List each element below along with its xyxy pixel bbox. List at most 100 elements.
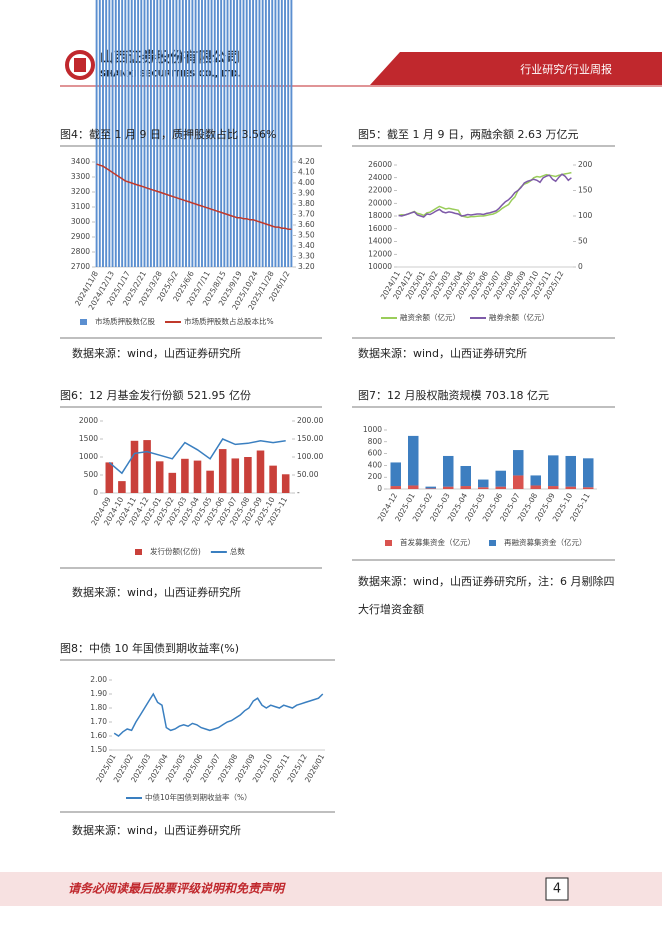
tick-label: 10000: [368, 262, 392, 271]
tick-label: 2000: [79, 416, 98, 425]
tick-label: 1.60: [90, 731, 107, 740]
bar: [140, 0, 143, 267]
bar: [98, 0, 101, 267]
logo: [65, 50, 95, 80]
legend-swatch: [385, 540, 392, 546]
tick-label: 800: [368, 437, 383, 446]
tick-label: 2.00: [90, 675, 107, 684]
tick-label: 3.20: [298, 262, 315, 271]
page-box: [545, 877, 569, 901]
bar: [178, 0, 181, 267]
bar: [244, 457, 252, 493]
bar: [95, 0, 98, 267]
bar: [181, 458, 189, 493]
tick-label: 2800: [71, 247, 90, 256]
caption: 图4：截至 1 月 9 日，质押股数占比 3.56%: [60, 128, 277, 141]
bar: [495, 486, 506, 489]
bar: [121, 0, 124, 268]
tick-label: 1.90: [90, 689, 107, 698]
bar: [175, 0, 178, 267]
legend-label: 市场质押股数亿股: [95, 316, 155, 326]
tick-label: 2900: [71, 232, 90, 241]
source: 数据来源：wind，山西证券研究所: [72, 347, 242, 360]
bar: [226, 0, 229, 267]
tick-label: 50: [578, 237, 588, 246]
bar: [111, 0, 114, 267]
tick-label: 20000: [368, 198, 392, 207]
tick-label: 24000: [368, 173, 392, 182]
caption: 图7：12 月股权融资规模 703.18 亿元: [358, 389, 549, 402]
bar: [210, 0, 213, 267]
tick-label: 3300: [71, 172, 90, 181]
line: [96, 163, 292, 230]
bar: [255, 0, 258, 267]
tick-label: 22000: [368, 186, 392, 195]
tick-label: 200: [578, 160, 593, 169]
bar: [133, 0, 136, 267]
source: 数据来源：wind，山西证券研究所: [72, 586, 242, 599]
tick-label: 4.00: [298, 178, 315, 187]
tick-label: 3.30: [298, 252, 315, 261]
tick-label: 18000: [368, 211, 392, 220]
bar: [201, 0, 203, 267]
caption: 图8：中债 10 年国债到期收益率(%): [60, 642, 240, 655]
bar: [117, 0, 120, 267]
bar: [274, 0, 277, 267]
bar: [583, 487, 594, 489]
line: [113, 692, 324, 737]
legend-label: 融券余额（亿元）: [489, 312, 549, 322]
tick-label: 1000: [79, 452, 98, 461]
bar: [425, 488, 436, 489]
bar: [206, 470, 214, 493]
bar: [159, 0, 162, 267]
tick-label: 1.70: [90, 717, 107, 726]
line: [398, 173, 572, 218]
tick-label: 3.70: [298, 210, 315, 219]
bar: [548, 455, 559, 487]
tick-label: 200.00: [297, 416, 323, 425]
bar: [181, 0, 184, 268]
tick-label: -: [297, 488, 300, 497]
bar: [137, 0, 140, 267]
bar: [287, 0, 290, 267]
tick-label: 0: [93, 488, 98, 497]
bar: [245, 0, 248, 267]
bar: [408, 485, 419, 489]
legend-label: 发行份额(亿份): [150, 546, 201, 556]
bar: [252, 0, 255, 267]
legend-label: 融资余额（亿元）: [400, 312, 460, 322]
bar: [408, 435, 419, 486]
tick-label: 14000: [368, 237, 392, 246]
tick-label: 3100: [71, 202, 90, 211]
bar: [143, 440, 151, 493]
bar: [495, 470, 506, 487]
bar: [185, 0, 187, 267]
bar: [191, 0, 194, 267]
bar: [153, 0, 156, 267]
bar: [168, 472, 177, 493]
bar: [223, 0, 226, 267]
tick-label: 3.40: [298, 241, 315, 250]
bar: [236, 0, 239, 267]
legend-label: 中债10年国债到期收益率（%）: [145, 792, 252, 802]
bar: [478, 487, 489, 489]
tick-label: 16000: [368, 224, 392, 233]
bar: [425, 486, 436, 489]
legend-swatch: [80, 319, 87, 325]
bar: [242, 0, 245, 267]
section: 行业研究/行业周报: [520, 62, 612, 76]
bar: [281, 474, 290, 493]
bar: [248, 0, 251, 267]
tick-label: 3.60: [298, 220, 315, 229]
tick-label: 0: [377, 484, 382, 493]
bar: [213, 0, 216, 268]
legend-label: 再融资募集资金（亿元）: [504, 537, 587, 547]
legend-label: 首发募集资金（亿元）: [400, 537, 475, 547]
bar: [268, 0, 271, 267]
bar: [583, 458, 594, 488]
bar: [390, 486, 401, 489]
bar: [118, 481, 126, 493]
bar: [261, 0, 264, 267]
legend-label: 总数: [230, 546, 245, 556]
bar: [269, 465, 277, 493]
